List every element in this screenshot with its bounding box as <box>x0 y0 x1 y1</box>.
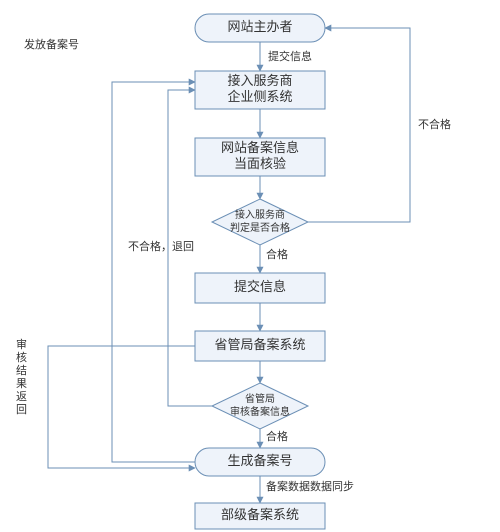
node-label: 接入服务商 <box>235 208 285 221</box>
edge-label: 不合格 <box>418 117 451 131</box>
edge-label: 提交信息 <box>268 49 312 63</box>
edge-label: 返 <box>16 390 27 403</box>
edge-label: 不合格，退回 <box>128 239 194 253</box>
edge-label: 备案数据数据同步 <box>266 479 354 493</box>
node-label: 省管局 <box>245 392 275 405</box>
node-n6: 省管局备案系统 <box>195 331 325 361</box>
node-n4: 接入服务商判定是否合格 <box>212 199 308 245</box>
node-label: 省管局备案系统 <box>214 337 305 352</box>
node-label: 网站备案信息 <box>221 140 299 155</box>
node-label: 判定是否合格 <box>230 221 290 234</box>
node-label: 提交信息 <box>234 279 286 294</box>
node-n2: 接入服务商企业侧系统 <box>195 71 325 109</box>
node-label: 当面核验 <box>234 156 286 171</box>
edge-n7-n8: 合格 <box>260 429 288 448</box>
edge-n1-n2: 提交信息 <box>260 42 312 71</box>
edge-label: 果 <box>16 377 27 390</box>
edge-label: 核 <box>16 350 27 364</box>
edge-label: 结 <box>16 364 27 377</box>
edge-label: 合格 <box>266 429 288 443</box>
edge-label: 回 <box>16 403 27 416</box>
node-label: 网站主办者 <box>227 19 292 34</box>
edge-label: 审 <box>16 337 27 351</box>
node-label: 部级备案系统 <box>221 507 299 522</box>
edge-n8-n9: 备案数据数据同步 <box>260 476 354 503</box>
node-n9: 部级备案系统 <box>195 503 325 529</box>
node-label: 企业侧系统 <box>227 89 292 104</box>
node-n1: 网站主办者 <box>195 14 325 42</box>
node-label: 接入服务商 <box>227 73 292 88</box>
edge-label: 发放备案号 <box>24 37 79 51</box>
node-n8: 生成备案号 <box>195 448 325 476</box>
node-n3: 网站备案信息当面核验 <box>195 138 325 176</box>
edge-label: 合格 <box>266 247 288 261</box>
node-n5: 提交信息 <box>195 273 325 303</box>
edge-n4-n5: 合格 <box>260 245 288 273</box>
node-label: 生成备案号 <box>227 453 292 468</box>
node-n7: 省管局审核备案信息 <box>212 383 308 429</box>
edge-n4-n1: 不合格 <box>308 28 451 222</box>
node-label: 审核备案信息 <box>230 405 290 418</box>
